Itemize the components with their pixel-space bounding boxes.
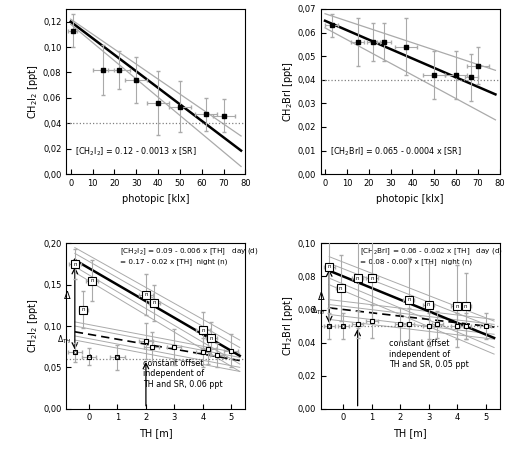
Y-axis label: CH$_2$I$_2$ [ppt]: CH$_2$I$_2$ [ppt] (26, 64, 40, 119)
Text: n: n (338, 286, 342, 291)
Text: n: n (455, 304, 458, 309)
Text: n: n (144, 292, 148, 297)
Text: n: n (90, 278, 94, 283)
Text: d: d (116, 355, 119, 360)
Y-axis label: CH$_2$BrI [ppt]: CH$_2$BrI [ppt] (280, 61, 294, 122)
Text: n: n (81, 307, 85, 312)
Text: = 0.08 - 0.007 x [TH]  night (n): = 0.08 - 0.007 x [TH] night (n) (359, 258, 471, 265)
Text: [CH$_2$I$_2$] = 0.09 - 0.006 x [TH]   day (d): [CH$_2$I$_2$] = 0.09 - 0.006 x [TH] day … (120, 247, 258, 257)
Text: $\Delta_{TH}$: $\Delta_{TH}$ (310, 305, 325, 317)
Text: d: d (73, 350, 76, 355)
X-axis label: TH [m]: TH [m] (139, 428, 173, 438)
Text: n: n (355, 276, 359, 281)
X-axis label: photopic [klx]: photopic [klx] (122, 194, 189, 203)
Text: d: d (341, 324, 344, 329)
Y-axis label: CH$_2$I$_2$ [ppt]: CH$_2$I$_2$ [ppt] (26, 299, 40, 353)
Text: = 0.17 - 0.02 x [TH]  night (n): = 0.17 - 0.02 x [TH] night (n) (120, 258, 227, 265)
Text: n: n (209, 336, 213, 341)
Text: [CH$_2$BrI] = 0.06 - 0.002 x [TH]   day (d): [CH$_2$BrI] = 0.06 - 0.002 x [TH] day (d… (359, 247, 502, 257)
Text: n: n (201, 328, 204, 333)
Text: n: n (327, 264, 330, 269)
X-axis label: photopic [klx]: photopic [klx] (376, 194, 443, 203)
Text: n: n (406, 297, 410, 302)
Text: constant offset
independent of
TH and SR, 0.06 ppt: constant offset independent of TH and SR… (143, 359, 222, 389)
Text: d: d (327, 324, 330, 329)
Text: $\Delta_{TH}$: $\Delta_{TH}$ (57, 334, 71, 346)
Text: d: d (88, 354, 91, 359)
X-axis label: TH [m]: TH [m] (392, 428, 426, 438)
Text: [CH$_2$BrI] = 0.065 - 0.0004 x [SR]: [CH$_2$BrI] = 0.065 - 0.0004 x [SR] (329, 145, 460, 158)
Text: [CH$_2$I$_2$] = 0.12 - 0.0013 x [SR]: [CH$_2$I$_2$] = 0.12 - 0.0013 x [SR] (75, 145, 196, 158)
Text: constant offset
independent of
TH and SR, 0.05 ppt: constant offset independent of TH and SR… (388, 339, 468, 369)
Text: n: n (73, 262, 76, 267)
Text: n: n (463, 304, 467, 309)
Y-axis label: CH$_2$BrI [ppt]: CH$_2$BrI [ppt] (280, 296, 294, 357)
Text: n: n (152, 300, 156, 305)
Text: n: n (370, 276, 373, 281)
Text: $\Delta$: $\Delta$ (63, 290, 71, 301)
Text: $\Delta$: $\Delta$ (317, 291, 325, 302)
Text: n: n (426, 302, 430, 307)
